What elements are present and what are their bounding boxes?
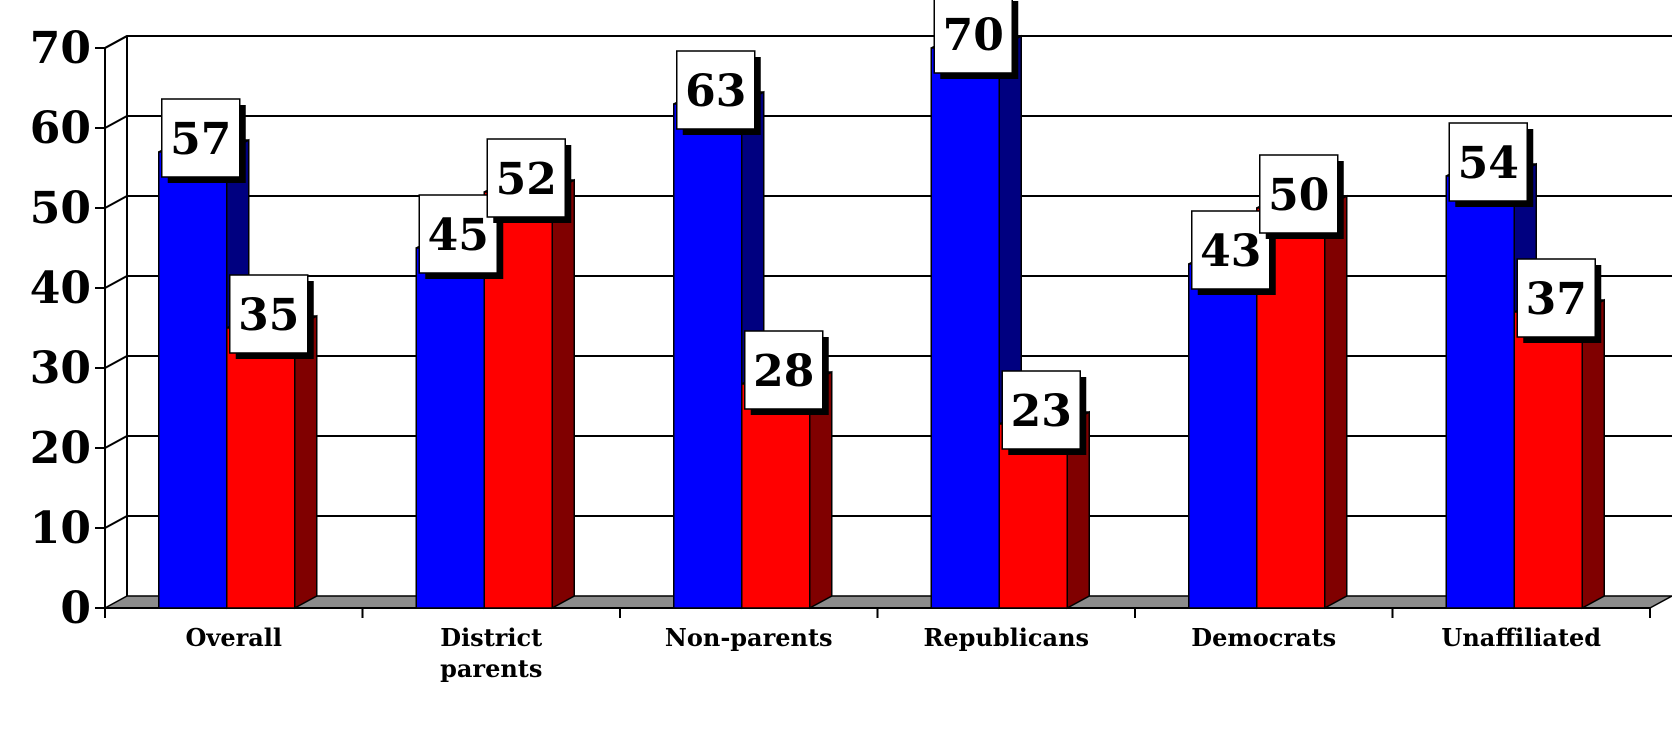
data-label-box: 54 <box>1448 122 1534 207</box>
data-label-box: 70 <box>933 0 1019 79</box>
bar-side <box>294 314 318 610</box>
data-label-bg <box>229 274 309 354</box>
bar <box>1513 311 1583 609</box>
bar <box>415 247 485 609</box>
data-label-bg <box>486 138 566 218</box>
data-label: 50 <box>1268 170 1329 221</box>
category-label: Republicans <box>923 623 1089 652</box>
bar <box>158 151 228 609</box>
bar-side <box>1324 194 1348 610</box>
chart-floor <box>104 595 1672 609</box>
data-label-box: 23 <box>1001 370 1087 455</box>
data-label-box: 35 <box>229 274 314 359</box>
data-label-box: 43 <box>1191 210 1276 295</box>
y-tick-label: 50 <box>30 183 91 234</box>
data-label: 43 <box>1200 226 1261 277</box>
data-label: 52 <box>496 154 557 205</box>
data-label-bg <box>1259 154 1339 234</box>
bar <box>1445 175 1515 609</box>
data-label: 23 <box>1011 386 1072 437</box>
data-label: 70 <box>943 10 1004 61</box>
category-label: Democrats <box>1191 623 1336 652</box>
data-label-bg <box>418 194 498 274</box>
data-label: 28 <box>753 346 814 397</box>
data-label: 57 <box>170 114 231 165</box>
y-axis-top-edge <box>104 35 128 49</box>
category-label: District parents <box>440 623 542 683</box>
y-tick-label: 10 <box>30 503 91 554</box>
data-label-box: 50 <box>1259 154 1344 239</box>
bar <box>930 47 1000 609</box>
plot-back-wall <box>127 36 1672 596</box>
category-label: Overall <box>185 623 282 652</box>
data-label-bg <box>1001 370 1081 450</box>
data-label-box: 57 <box>161 98 246 183</box>
bar <box>226 327 296 609</box>
data-label: 37 <box>1526 274 1587 325</box>
data-label: 35 <box>238 290 299 341</box>
bar <box>741 383 811 609</box>
y-tick-label: 60 <box>30 103 91 154</box>
bar <box>1188 263 1258 609</box>
data-label-bg <box>1448 122 1528 202</box>
data-label-box: 28 <box>744 330 829 415</box>
data-label: 54 <box>1458 138 1519 189</box>
data-label-bg <box>676 50 756 130</box>
y-tick-label: 20 <box>30 423 91 474</box>
data-label: 45 <box>428 210 489 261</box>
category-label: Non-parents <box>665 623 833 652</box>
data-label: 63 <box>685 66 746 117</box>
y-tick-label: 0 <box>60 583 91 634</box>
data-label-bg <box>1191 210 1271 290</box>
category-label: Unaffiliated <box>1441 623 1601 652</box>
bar <box>673 103 743 609</box>
y-tick-label: 30 <box>30 343 91 394</box>
data-label-bg <box>161 98 241 178</box>
data-label-box: 37 <box>1516 258 1602 343</box>
bar-side <box>1581 298 1605 610</box>
data-label-bg <box>933 0 1013 74</box>
data-label-box: 52 <box>486 138 572 223</box>
data-label-bg <box>1516 258 1596 338</box>
y-tick-label: 40 <box>30 263 91 314</box>
bar-side <box>551 178 575 610</box>
data-label-bg <box>744 330 824 410</box>
data-label-box: 63 <box>676 50 761 135</box>
y-tick-label: 70 <box>30 23 91 74</box>
